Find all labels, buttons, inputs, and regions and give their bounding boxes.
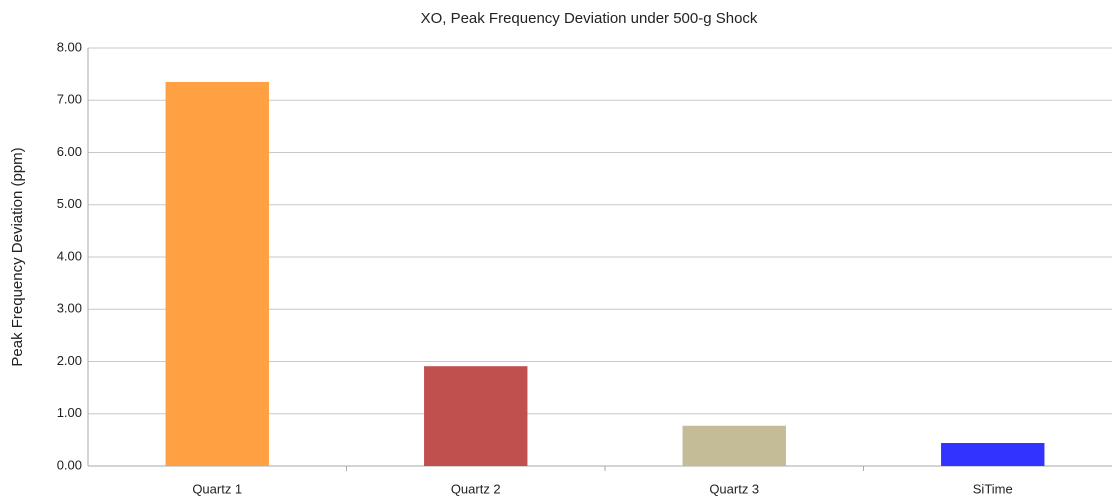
x-tick-label: Quartz 1 (192, 481, 242, 496)
chart-title: XO, Peak Frequency Deviation under 500-g… (421, 10, 758, 27)
x-tick-label: Quartz 3 (709, 481, 759, 496)
y-tick-label: 4.00 (57, 248, 82, 263)
y-tick-label: 6.00 (57, 144, 82, 159)
y-tick-label: 2.00 (57, 353, 82, 368)
y-tick-label: 1.00 (57, 405, 82, 420)
bar (941, 443, 1045, 466)
x-tick-label: SiTime (973, 481, 1013, 496)
y-tick-label: 8.00 (57, 39, 82, 54)
bar (424, 366, 528, 466)
bar (682, 425, 786, 466)
y-tick-label: 5.00 (57, 196, 82, 211)
bar (165, 81, 269, 467)
x-tick-label: Quartz 2 (451, 481, 501, 496)
y-tick-label: 7.00 (57, 92, 82, 107)
y-tick-label: 3.00 (57, 301, 82, 316)
y-axis-title: Peak Frequency Deviation (ppm) (9, 147, 26, 366)
y-tick-label: 0.00 (57, 457, 82, 472)
